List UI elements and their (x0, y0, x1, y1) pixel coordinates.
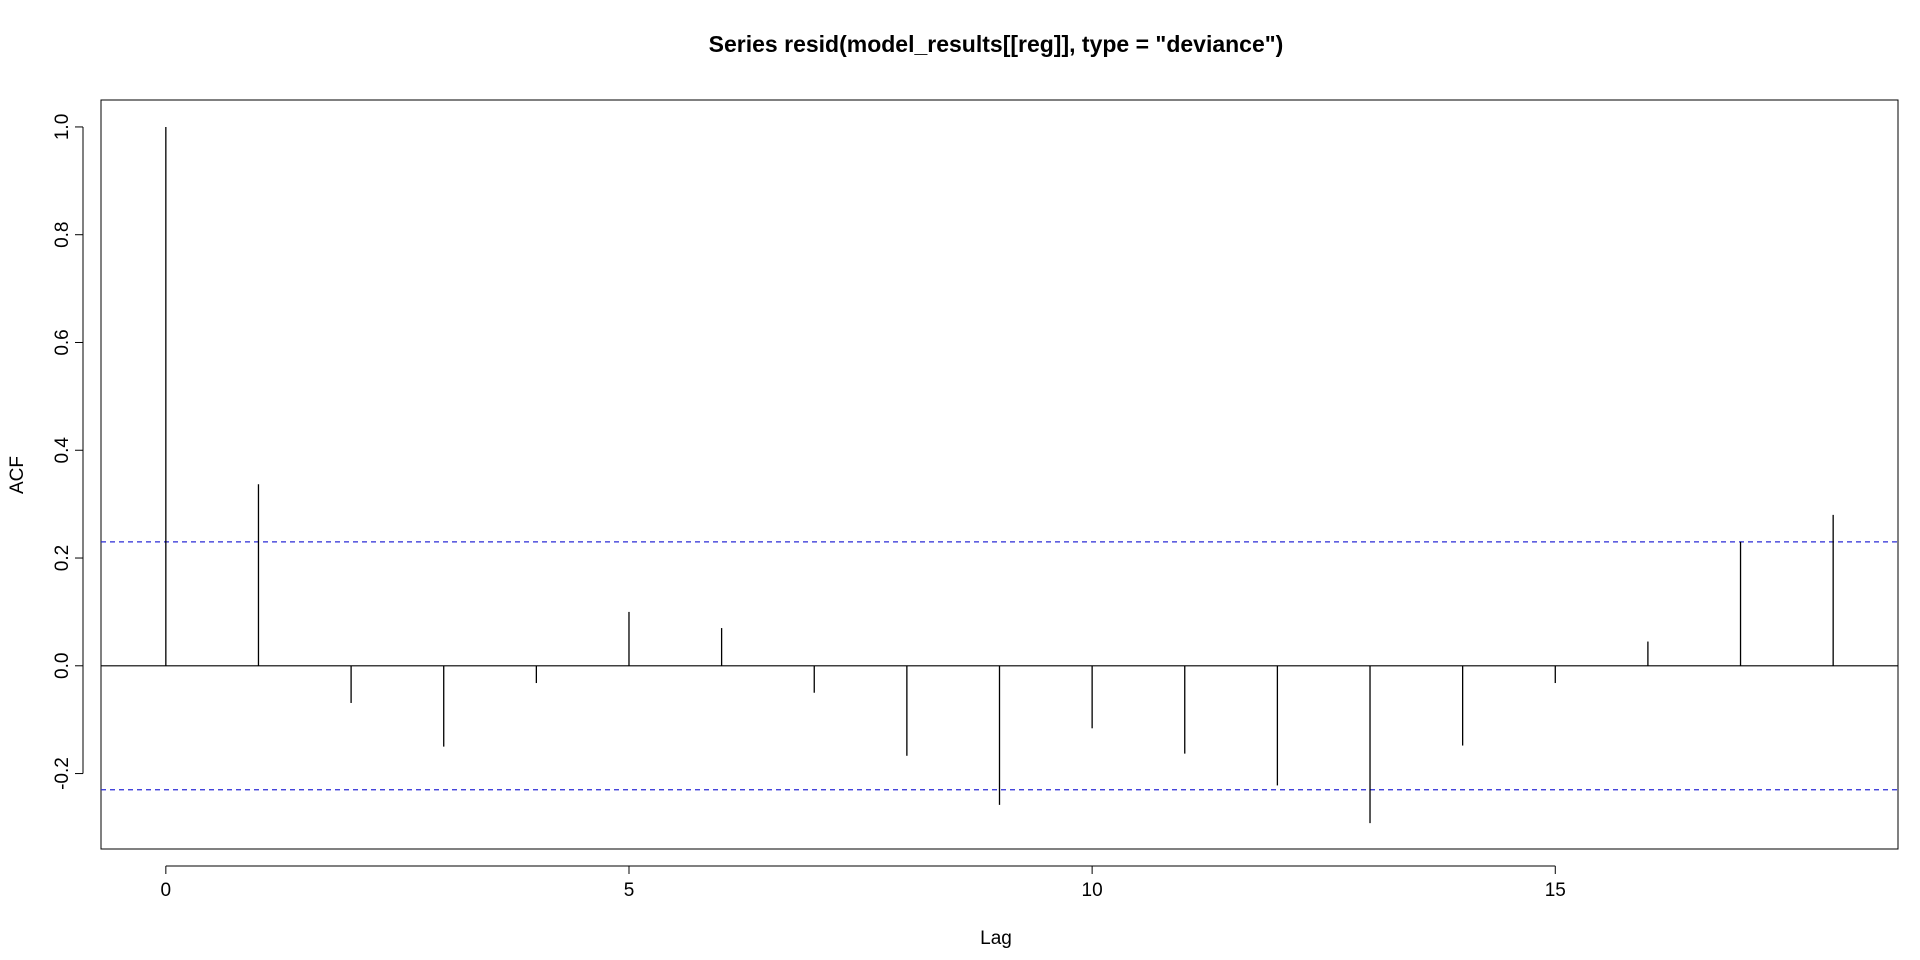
x-tick-label: 5 (624, 880, 635, 901)
x-tick-label: 10 (1082, 880, 1103, 901)
plot-frame (100, 99, 1899, 850)
y-tick-label: 0.0 (52, 653, 73, 679)
chart-title: Series resid(model_results[[reg]], type … (709, 31, 1284, 57)
y-tick-label: 1.0 (52, 114, 73, 140)
y-tick-label: -0.2 (52, 757, 73, 790)
x-tick-label: 0 (161, 880, 172, 901)
y-tick-label: 0.2 (52, 545, 73, 571)
marks-layer: 0 5 10 15 -0.2 0.0 0.2 0.4 0.6 0.8 1.0 (52, 114, 1898, 901)
y-axis-label: ACF (7, 456, 28, 494)
y-tick-label: 0.4 (52, 437, 73, 464)
y-tick-label: 0.6 (52, 329, 73, 355)
x-tick-label: 15 (1545, 880, 1566, 901)
y-tick-label: 0.8 (52, 222, 73, 248)
x-axis-label: Lag (980, 928, 1012, 949)
